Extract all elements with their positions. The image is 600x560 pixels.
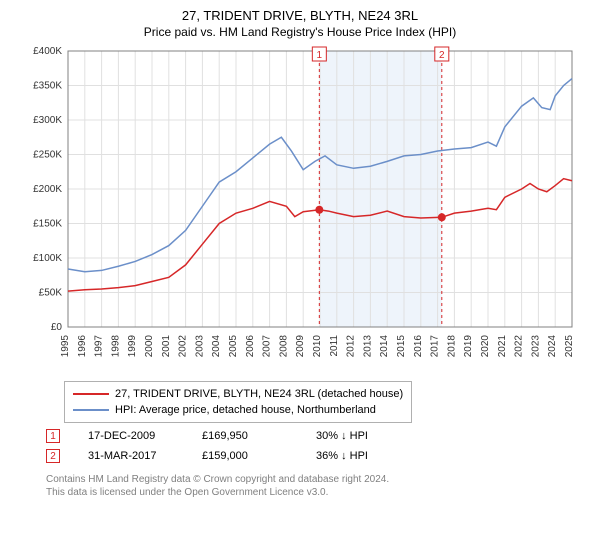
- svg-text:2004: 2004: [211, 335, 222, 358]
- event-row: 1 17-DEC-2009 £169,950 30% ↓ HPI: [46, 429, 584, 443]
- svg-text:2: 2: [439, 50, 445, 61]
- svg-text:2023: 2023: [530, 335, 541, 358]
- svg-text:1995: 1995: [60, 335, 71, 358]
- svg-text:2014: 2014: [379, 335, 390, 358]
- legend-label: 27, TRIDENT DRIVE, BLYTH, NE24 3RL (deta…: [115, 386, 403, 402]
- event-delta: 36% ↓ HPI: [316, 450, 402, 462]
- svg-text:£200K: £200K: [33, 184, 62, 195]
- chart-container: 27, TRIDENT DRIVE, BLYTH, NE24 3RL Price…: [0, 0, 600, 560]
- legend-label: HPI: Average price, detached house, Nort…: [115, 402, 376, 418]
- event-date: 17-DEC-2009: [88, 430, 174, 442]
- svg-text:1998: 1998: [110, 335, 121, 358]
- attribution-line: This data is licensed under the Open Gov…: [46, 486, 584, 499]
- chart-title: 27, TRIDENT DRIVE, BLYTH, NE24 3RL: [16, 8, 584, 23]
- svg-text:1999: 1999: [127, 335, 138, 358]
- event-table: 1 17-DEC-2009 £169,950 30% ↓ HPI 2 31-MA…: [46, 429, 584, 469]
- svg-text:£300K: £300K: [33, 115, 62, 126]
- svg-text:2022: 2022: [514, 335, 525, 358]
- legend-item: 27, TRIDENT DRIVE, BLYTH, NE24 3RL (deta…: [73, 386, 403, 402]
- svg-text:2010: 2010: [312, 335, 323, 358]
- svg-text:2012: 2012: [346, 335, 357, 358]
- attribution-text: Contains HM Land Registry data © Crown c…: [46, 473, 584, 499]
- legend-swatch: [73, 409, 109, 411]
- event-date: 31-MAR-2017: [88, 450, 174, 462]
- event-price: £169,950: [202, 430, 288, 442]
- svg-text:2021: 2021: [497, 335, 508, 358]
- attribution-line: Contains HM Land Registry data © Crown c…: [46, 473, 584, 486]
- svg-text:2005: 2005: [228, 335, 239, 358]
- svg-text:£350K: £350K: [33, 81, 62, 92]
- svg-text:2015: 2015: [396, 335, 407, 358]
- svg-text:2025: 2025: [564, 335, 575, 358]
- event-badge: 2: [46, 449, 60, 463]
- event-row: 2 31-MAR-2017 £159,000 36% ↓ HPI: [46, 449, 584, 463]
- svg-text:2006: 2006: [245, 335, 256, 358]
- svg-text:2009: 2009: [295, 335, 306, 358]
- svg-text:2020: 2020: [480, 335, 491, 358]
- svg-text:2019: 2019: [463, 335, 474, 358]
- event-badge: 1: [46, 429, 60, 443]
- svg-text:2013: 2013: [362, 335, 373, 358]
- event-price: £159,000: [202, 450, 288, 462]
- svg-text:£250K: £250K: [33, 150, 62, 161]
- svg-text:2024: 2024: [547, 335, 558, 358]
- chart-plot-area: £0 £50K £100K £150K £200K £250K £300K £350K £400…: [16, 45, 584, 375]
- svg-text:2008: 2008: [278, 335, 289, 358]
- svg-text:2003: 2003: [194, 335, 205, 358]
- event-delta: 30% ↓ HPI: [316, 430, 402, 442]
- svg-text:1996: 1996: [77, 335, 88, 358]
- svg-text:2018: 2018: [446, 335, 457, 358]
- svg-text:2017: 2017: [430, 335, 441, 358]
- svg-text:2000: 2000: [144, 335, 155, 358]
- svg-text:1997: 1997: [94, 335, 105, 358]
- svg-text:1: 1: [317, 50, 323, 61]
- svg-text:2016: 2016: [413, 335, 424, 358]
- legend-item: HPI: Average price, detached house, Nort…: [73, 402, 403, 418]
- line-chart-svg: £0 £50K £100K £150K £200K £250K £300K £350K £400…: [16, 45, 576, 375]
- svg-text:£150K: £150K: [33, 219, 62, 230]
- svg-text:2007: 2007: [262, 335, 273, 358]
- chart-subtitle: Price paid vs. HM Land Registry's House …: [16, 25, 584, 39]
- svg-text:2002: 2002: [178, 335, 189, 358]
- svg-text:£0: £0: [51, 322, 63, 333]
- svg-text:2011: 2011: [329, 335, 340, 357]
- svg-text:2001: 2001: [161, 335, 172, 358]
- svg-text:£100K: £100K: [33, 253, 62, 264]
- legend-swatch: [73, 393, 109, 395]
- svg-text:£50K: £50K: [39, 288, 63, 299]
- svg-text:£400K: £400K: [33, 46, 62, 57]
- chart-legend: 27, TRIDENT DRIVE, BLYTH, NE24 3RL (deta…: [64, 381, 412, 423]
